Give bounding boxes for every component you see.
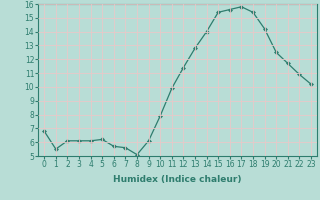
X-axis label: Humidex (Indice chaleur): Humidex (Indice chaleur)	[113, 175, 242, 184]
